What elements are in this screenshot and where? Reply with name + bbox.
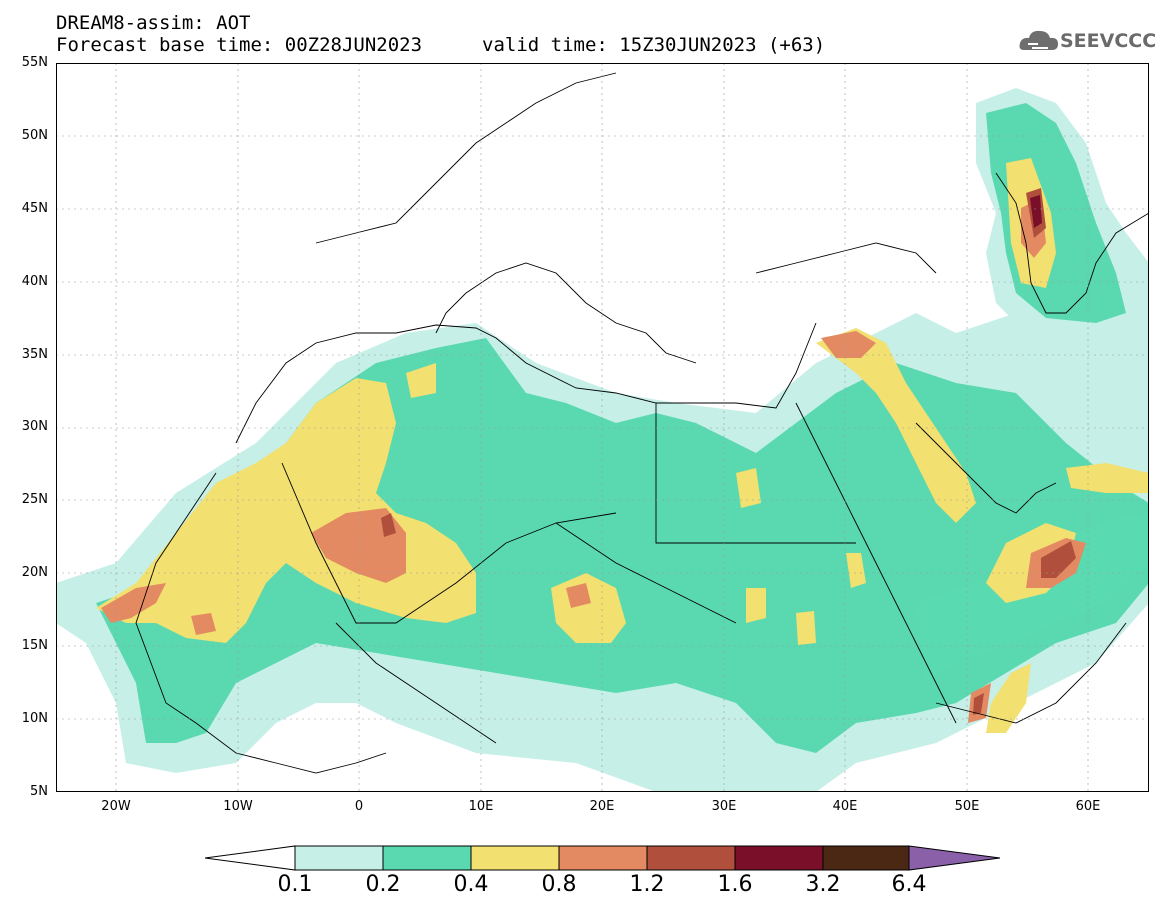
lon-label: 20W xyxy=(101,799,131,814)
valid-time: valid time: 15Z30JUN2023 (+63) xyxy=(482,34,826,56)
aot-level-1.6 xyxy=(1030,195,1042,228)
lon-label: 0 xyxy=(354,799,364,814)
lat-label: 15N xyxy=(21,638,48,653)
colorbar-over xyxy=(908,845,1000,871)
colorbar-label: 3.2 xyxy=(805,872,841,897)
colorbar-label: 1.2 xyxy=(629,872,665,897)
lon-label: 60E xyxy=(1075,799,1101,814)
colorbar-label: 0.2 xyxy=(365,872,401,897)
lon-label: 50E xyxy=(954,799,980,814)
map-title: DREAM8-assim: AOT xyxy=(56,12,251,34)
lat-label: 20N xyxy=(21,565,48,580)
forecast-base-time: Forecast base time: 00Z28JUN2023 xyxy=(56,34,423,56)
colorbar-under xyxy=(205,845,296,871)
colorbar-label: 0.4 xyxy=(453,872,489,897)
aot-map xyxy=(56,63,1149,792)
lat-label: 30N xyxy=(21,419,48,434)
lat-label: 40N xyxy=(21,274,48,289)
cloud-icon xyxy=(1019,30,1058,50)
colorbar-label: 0.8 xyxy=(541,872,577,897)
lon-label: 10E xyxy=(468,799,494,814)
lat-label: 10N xyxy=(21,711,48,726)
lat-label: 5N xyxy=(30,784,48,799)
colorbar-label: 1.6 xyxy=(717,872,753,897)
lat-label: 55N xyxy=(21,55,48,70)
logo-text: SEEVCCC xyxy=(1060,30,1157,52)
lat-label: 50N xyxy=(21,128,48,143)
colorbar-label: 0.1 xyxy=(277,872,313,897)
lon-label: 10W xyxy=(223,799,253,814)
lon-label: 40E xyxy=(832,799,858,814)
colorbar xyxy=(205,845,1000,871)
lat-label: 35N xyxy=(21,347,48,362)
colorbar-label: 6.4 xyxy=(891,872,927,897)
gridlines xyxy=(56,63,1149,792)
lon-label: 20E xyxy=(589,799,615,814)
coastlines xyxy=(135,72,1149,774)
lat-label: 25N xyxy=(21,492,48,507)
lon-label: 30E xyxy=(711,799,737,814)
lat-label: 45N xyxy=(21,201,48,216)
